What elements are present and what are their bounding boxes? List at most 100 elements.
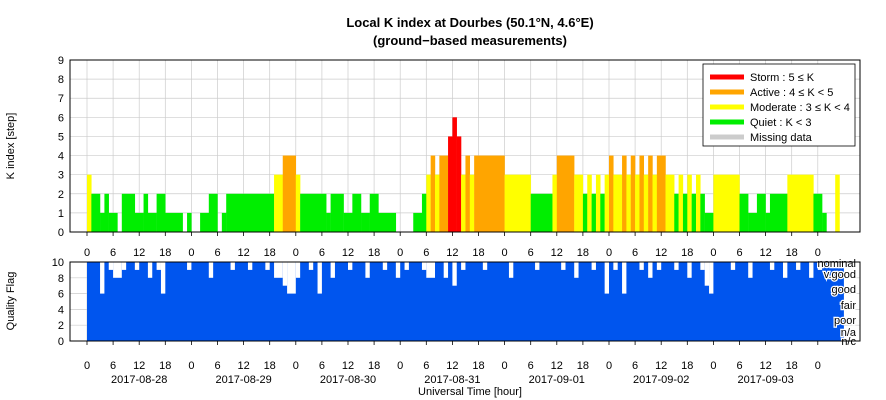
- q-y-tick-label: 0: [58, 336, 64, 348]
- k-x-tick-label: 0: [293, 247, 299, 259]
- date-label: 2017-08-31: [424, 374, 480, 386]
- k-index-bar: [674, 193, 679, 232]
- k-index-bar: [622, 155, 627, 232]
- k-x-tick-label: 12: [237, 247, 249, 259]
- quality-dip: [704, 262, 710, 286]
- k-x-tick-label: 6: [423, 247, 429, 259]
- quality-dip: [382, 262, 388, 270]
- quality-dip: [674, 262, 679, 270]
- k-index-bar: [613, 174, 623, 232]
- q-x-tick-label: 0: [188, 360, 194, 372]
- k-index-bar: [626, 174, 631, 232]
- quality-dip: [147, 262, 153, 278]
- quality-category-label: nominal: [817, 258, 856, 270]
- k-index-bar: [465, 155, 470, 232]
- k-x-tick-label: 18: [786, 247, 798, 259]
- k-index-bar: [682, 193, 688, 232]
- quality-x-ticks: 0 6 12 18 0 6 12 18 0 6 12 18 0 6 12 18 0 6 12 18 0 6 12 18 0 6 12…: [84, 341, 821, 372]
- k-index-bar: [200, 212, 209, 232]
- k-index-bar: [448, 136, 453, 232]
- quality-category-label: n/c: [841, 336, 856, 348]
- k-index-bar: [648, 155, 653, 232]
- k-index-bar: [587, 174, 592, 232]
- chart-subtitle: (ground−based measurements): [373, 33, 567, 48]
- k-index-bar: [474, 155, 505, 232]
- chart-title: Local K index at Dourbes (50.1°N, 4.6°E): [346, 15, 593, 30]
- quality-dip: [687, 262, 692, 278]
- k-index-bar: [635, 174, 640, 232]
- q-x-tick-label: 12: [655, 360, 667, 372]
- quality-dip: [282, 262, 288, 286]
- k-y-tick-label: 5: [58, 131, 64, 143]
- legend-entry: Active : 4 ≤ K < 5: [750, 87, 833, 99]
- k-index-bar: [369, 193, 379, 232]
- date-label: 2017-08-29: [215, 374, 271, 386]
- k-index-bar: [504, 174, 531, 232]
- k-index-bar: [691, 193, 697, 232]
- q-y-tick-label: 4: [58, 304, 64, 316]
- quality-category-label: n/a: [841, 327, 857, 339]
- k-index-bar: [343, 212, 353, 232]
- quality-dip: [561, 262, 566, 270]
- k-x-tick-label: 6: [736, 247, 742, 259]
- k-index-x-ticks: 0 6 12 18 0 6 12 18 0 6 12 18 0 6 12 18 0 6 12 18 0 6 12 18 0 6 12…: [84, 232, 821, 259]
- quality-dip: [748, 262, 753, 278]
- k-index-bar: [330, 193, 344, 232]
- k-x-tick-label: 6: [319, 247, 325, 259]
- k-y-tick-label: 0: [58, 227, 64, 239]
- k-x-tick-label: 18: [159, 247, 171, 259]
- k-index-bar: [221, 212, 227, 232]
- k-index-bar: [604, 174, 610, 232]
- quality-dip: [809, 262, 814, 278]
- quality-dip: [817, 262, 823, 270]
- k-index-bar: [704, 212, 714, 232]
- k-index-bar: [556, 155, 575, 232]
- k-index-bar: [600, 193, 605, 232]
- quality-dip: [604, 262, 609, 294]
- quality-dip: [591, 262, 596, 270]
- k-index-bar: [165, 212, 183, 232]
- quality-dip: [100, 262, 105, 294]
- quality-dip: [317, 262, 322, 294]
- k-y-tick-label: 2: [58, 189, 64, 201]
- legend-entry: Storm : 5 ≤ K: [750, 72, 815, 84]
- q-x-tick-label: 12: [759, 360, 771, 372]
- k-index-bar: [769, 193, 788, 232]
- k-x-tick-label: 0: [606, 247, 612, 259]
- quality-dip: [613, 262, 618, 270]
- k-x-tick-label: 18: [368, 247, 380, 259]
- quality-dip: [796, 262, 801, 270]
- quality-dip: [482, 262, 488, 270]
- k-index-bar: [430, 155, 436, 232]
- quality-frame: [69, 261, 861, 342]
- k-x-tick-label: 6: [632, 247, 638, 259]
- quality-y-ticks: 0 2 4 6 8 10: [52, 257, 64, 348]
- k-x-tick-label: 0: [188, 247, 194, 259]
- q-x-tick-label: 0: [710, 360, 716, 372]
- k-y-tick-label: 4: [58, 151, 64, 163]
- q-y-tick-label: 6: [58, 289, 64, 301]
- q-x-tick-label: 18: [368, 360, 380, 372]
- k-x-tick-label: 0: [502, 247, 508, 259]
- quality-dip: [330, 262, 335, 278]
- k-index-bar: [461, 174, 466, 232]
- legend-entry: Missing data: [750, 132, 813, 144]
- q-x-tick-label: 18: [159, 360, 171, 372]
- k-y-tick-label: 9: [58, 55, 64, 67]
- k-index-bar: [426, 174, 431, 232]
- quality-dip: [395, 262, 401, 278]
- quality-dip: [709, 262, 714, 294]
- k-index-bar: [274, 174, 283, 232]
- k-index-bar: [656, 155, 666, 232]
- quality-dip: [730, 262, 736, 270]
- k-index-bar: [439, 155, 449, 232]
- k-index-bar: [421, 193, 427, 232]
- k-index-bar: [643, 174, 649, 232]
- k-index-bar: [452, 117, 457, 232]
- date-label: 2017-09-01: [529, 374, 585, 386]
- k-index-bar: [104, 193, 109, 232]
- quality-dip: [404, 262, 409, 270]
- q-x-tick-label: 0: [293, 360, 299, 372]
- q-x-tick-label: 0: [606, 360, 612, 372]
